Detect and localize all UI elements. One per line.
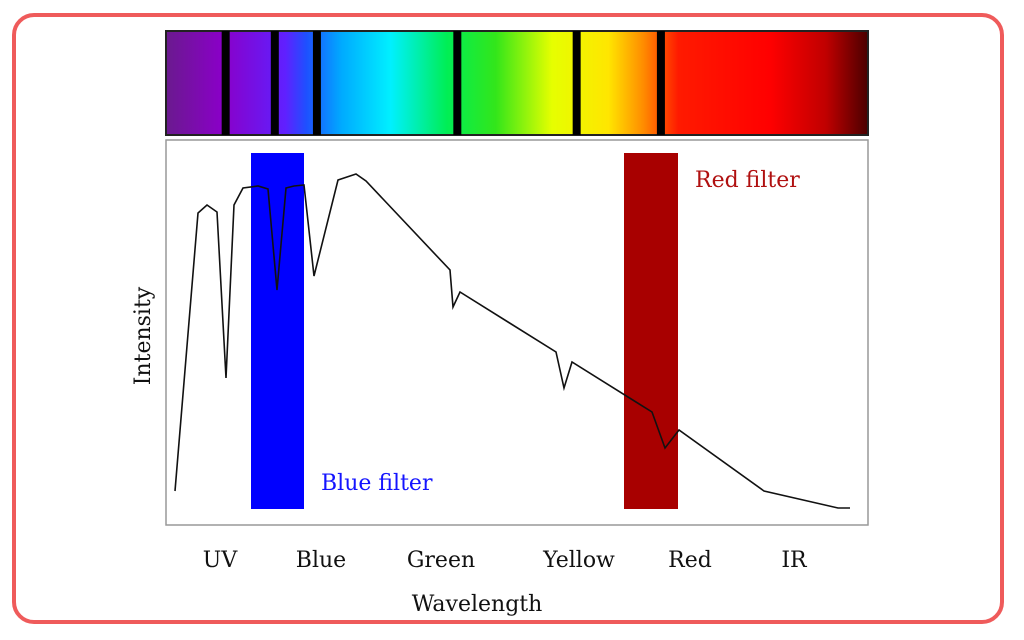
red-filter-band bbox=[624, 153, 678, 509]
red-filter-label: Red filter bbox=[695, 168, 800, 193]
absorption-lines bbox=[221, 31, 665, 135]
absorption-line bbox=[453, 31, 462, 135]
absorption-line bbox=[270, 31, 279, 135]
x-axis-label: Wavelength bbox=[412, 592, 543, 617]
intensity-curve bbox=[174, 173, 850, 509]
absorption-line bbox=[221, 31, 230, 135]
tick-label-red: Red bbox=[668, 548, 712, 573]
tick-label-uv: UV bbox=[203, 548, 239, 573]
x-tick-labels: UV Blue Green Yellow Red IR bbox=[203, 548, 808, 573]
y-axis-label: Intensity bbox=[131, 286, 156, 385]
blue-filter-label: Blue filter bbox=[321, 471, 433, 496]
tick-label-blue: Blue bbox=[296, 548, 346, 573]
blue-filter-band bbox=[251, 153, 304, 509]
spectrum-bar bbox=[165, 30, 869, 136]
tick-label-ir: IR bbox=[781, 548, 808, 573]
absorption-line bbox=[572, 31, 581, 135]
absorption-line bbox=[312, 31, 321, 135]
spectrum-gradient bbox=[165, 30, 869, 136]
absorption-line bbox=[656, 31, 665, 135]
tick-label-green: Green bbox=[407, 548, 475, 573]
tick-label-yellow: Yellow bbox=[542, 548, 615, 573]
